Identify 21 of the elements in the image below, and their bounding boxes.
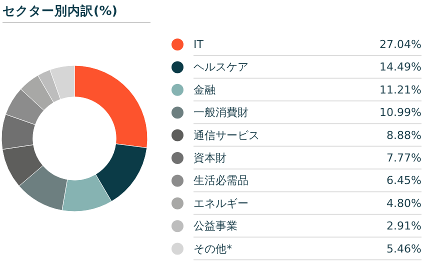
data-label: 2.91%: [386, 220, 422, 233]
legend-label: 金融: [194, 83, 216, 96]
legend-label: ヘルスケア: [194, 60, 248, 74]
data-label: 7.77%: [386, 152, 422, 164]
data-label: 14.49%: [380, 60, 422, 74]
legend-label: IT: [194, 38, 204, 51]
data-label: 8.88%: [386, 128, 422, 142]
legend-label: 通信サービス: [194, 128, 260, 142]
data-label: 6.45%: [386, 174, 422, 188]
data-label: 4.80%: [386, 196, 422, 210]
data-label: 10.99%: [380, 106, 422, 120]
data-label: 5.46%: [386, 242, 422, 256]
legend-label: その他*: [194, 242, 232, 256]
legend-label: 生活必需品: [194, 174, 248, 188]
chart-title: セクター別内訳(%): [2, 3, 118, 18]
data-label: 27.04%: [380, 38, 422, 51]
legend-label: エネルギー: [194, 196, 248, 210]
data-label: 11.21%: [380, 83, 422, 96]
legend-label: 資本財: [194, 152, 226, 164]
legend-label: 一般消費財: [194, 106, 248, 120]
legend-label: 公益事業: [194, 220, 238, 233]
